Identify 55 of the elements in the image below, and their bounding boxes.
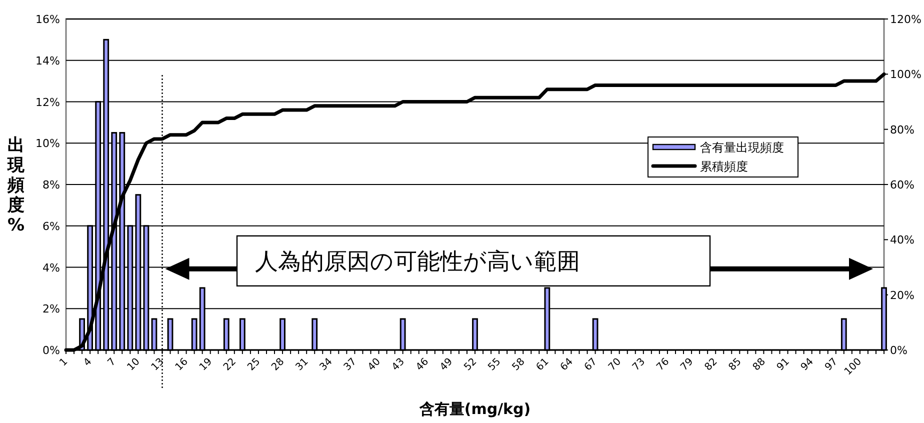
y-tick-label: 6% [42,220,60,233]
y-axis-title: 出現頻度% [6,136,26,236]
y2-tick-label: 20% [890,288,914,302]
legend-label: 含有量出現頻度 [700,140,784,154]
x-tick-label: 70 [606,356,624,374]
y-tick-label: 0% [42,344,60,357]
y-tick-label: 10% [36,137,60,150]
x-tick-label: 49 [438,356,456,374]
x-axis-title: 含有量(mg/kg) [418,400,531,418]
x-tick-label: 34 [318,356,335,374]
y-tick-label: 2% [42,302,60,316]
x-tick-label: 94 [799,356,816,374]
x-tick-label: 85 [726,356,744,374]
x-tick-label: 61 [534,356,552,374]
x-tick-label: 10 [126,356,142,374]
y-tick-label: 16% [36,13,60,26]
x-tick-label: 100 [842,356,864,378]
x-tick-label: 31 [294,356,311,374]
x-tick-label: 28 [270,356,287,374]
y-tick-label: 12% [36,96,60,109]
x-tick-label: 16 [174,356,190,374]
x-tick-label: 52 [462,356,480,374]
x-tick-label: 7 [106,356,118,369]
x-tick-label: 79 [678,356,696,374]
x-tick-label: 76 [654,356,672,374]
x-tick-label: 64 [558,356,576,374]
y-tick-label: 8% [42,178,60,192]
x-tick-label: 73 [630,356,648,374]
x-tick-label: 97 [823,356,840,374]
x-tick-label: 1 [58,356,70,369]
x-tick-label: 43 [390,356,407,374]
y2-tick-label: 80% [890,123,914,136]
x-tick-label: 88 [751,356,768,374]
x-tick-label: 37 [342,356,359,374]
y2-tick-label: 60% [890,178,914,192]
x-tick-label: 82 [702,356,720,374]
x-tick-label: 25 [246,356,263,374]
y-tick-label: 4% [42,261,60,274]
x-tick-label: 19 [198,356,214,374]
y2-tick-label: 100% [890,68,922,82]
x-tick-label: 58 [510,356,528,374]
legend-label: 累積頻度 [700,160,748,174]
y2-tick-label: 0% [890,344,908,357]
x-tick-label: 40 [366,356,383,374]
annotation: 人為的原因の可能性が高い範囲 [255,248,580,274]
y2-tick-label: 120% [890,13,922,26]
x-tick-label: 91 [775,356,792,374]
y2-tick-label: 40% [890,234,914,247]
x-tick-label: 22 [222,356,239,374]
x-tick-label: 67 [582,356,600,374]
y-tick-label: 14% [36,54,60,68]
x-tick-label: 4 [82,356,94,369]
x-tick-label: 13 [150,356,166,374]
x-tick-label: 55 [486,356,504,374]
x-tick-label: 46 [414,356,432,374]
